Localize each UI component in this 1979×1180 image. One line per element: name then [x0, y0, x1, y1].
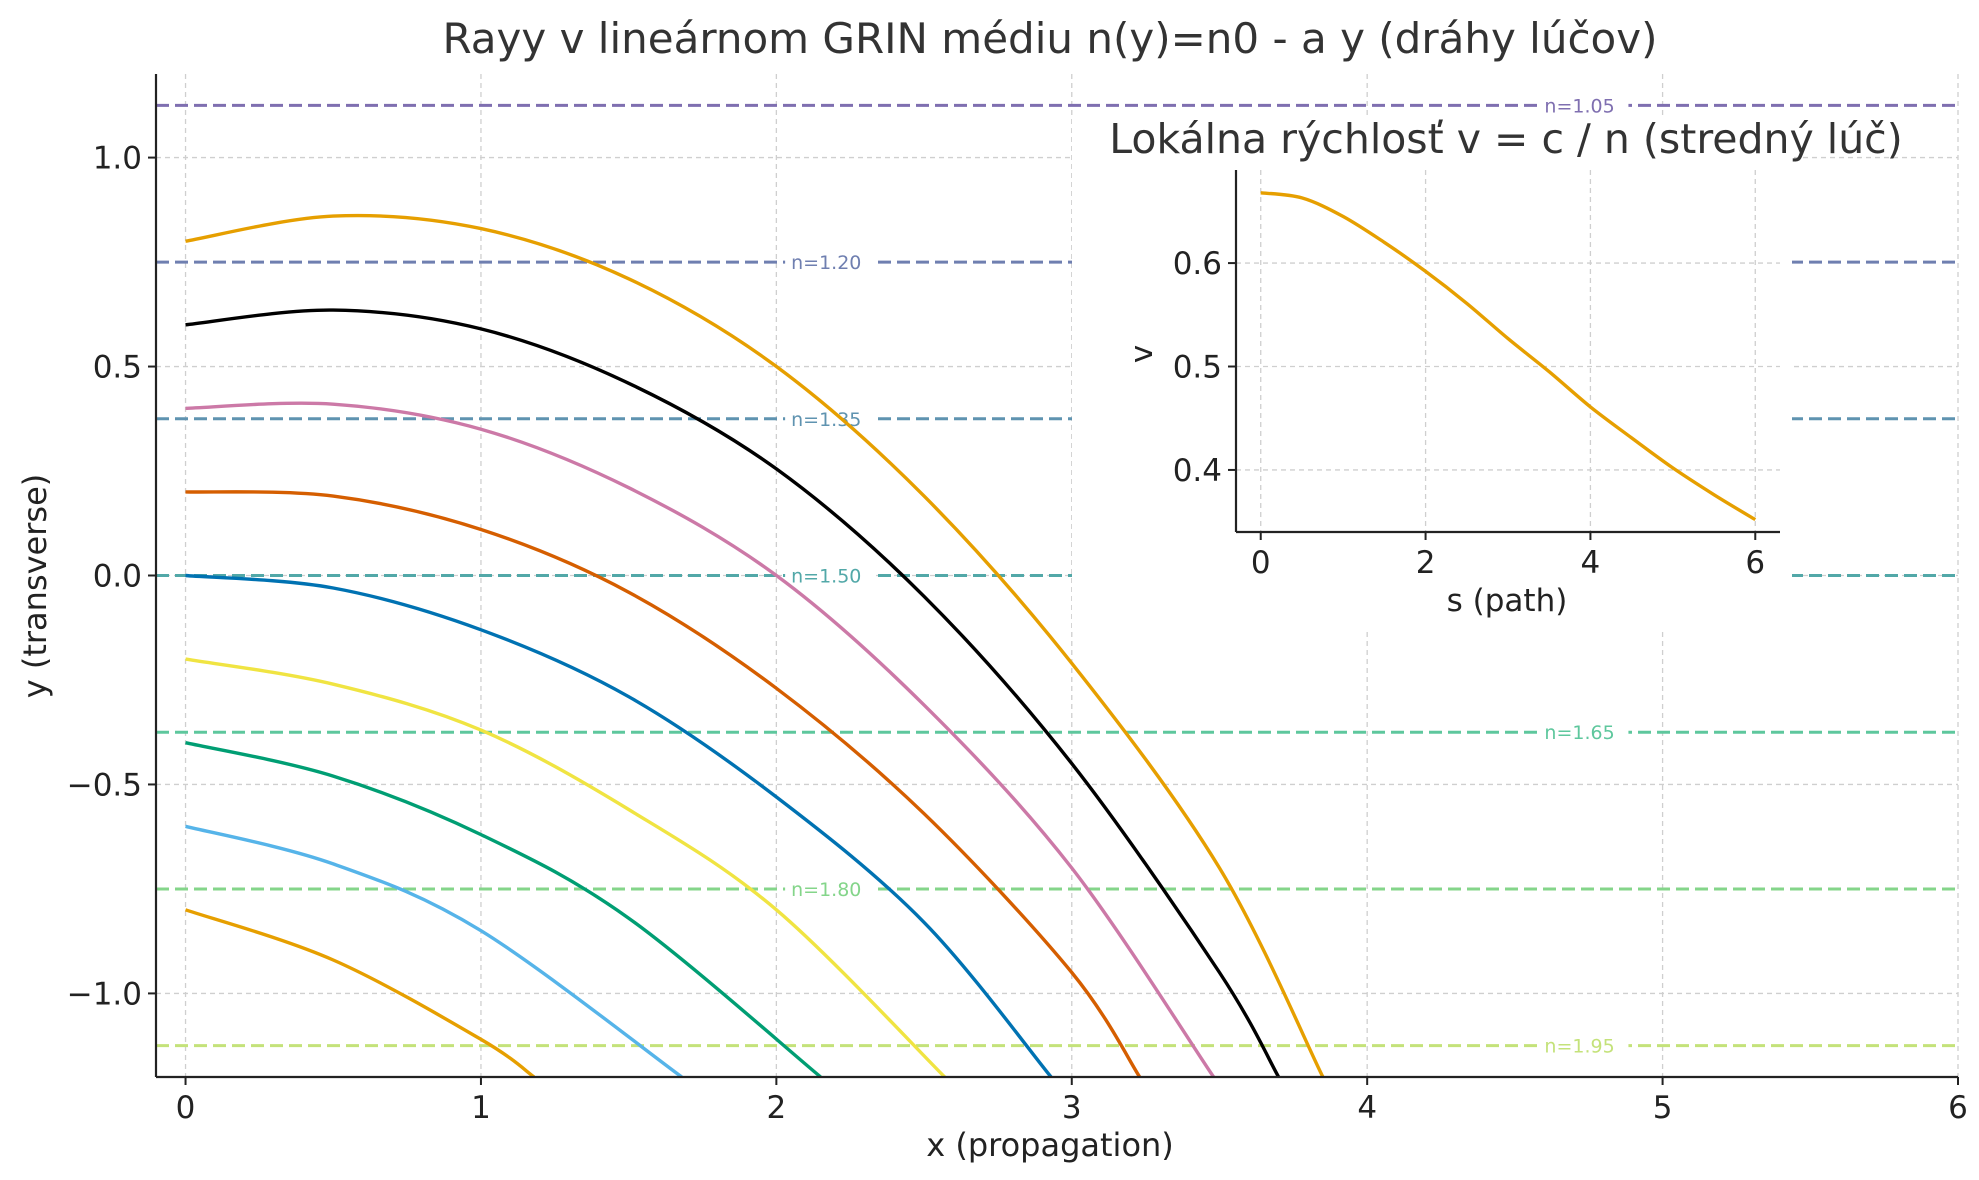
y-tick-label: 0.5: [1173, 350, 1222, 386]
y-tick-label: 0.0: [93, 559, 142, 595]
inset-plot-area: 0 2 4 6 0.6 0.5 0.4: [1173, 170, 1780, 581]
index-line-label: n=1.65: [1544, 722, 1614, 744]
index-label-bg: [1538, 1034, 1629, 1057]
x-tick-label: 0: [1251, 545, 1271, 581]
x-tick-label: 4: [1581, 545, 1601, 581]
x-tick-label: 3: [1062, 1090, 1082, 1126]
index-line-label: n=1.50: [791, 566, 861, 588]
x-tick-label: 4: [1357, 1090, 1377, 1126]
x-tick-label: 5: [1653, 1090, 1673, 1126]
index-line-label: n=1.35: [791, 409, 861, 431]
series-line: [185, 490, 1142, 1077]
index-label-bg: [785, 564, 876, 587]
x-tick-label: 1: [471, 1090, 491, 1126]
series-line: [1260, 191, 1757, 522]
index-line-label: n=1.05: [1544, 95, 1614, 117]
series-line: [185, 573, 1053, 1077]
index-line-label: n=1.20: [791, 252, 861, 274]
index-line-label: n=1.95: [1544, 1036, 1614, 1058]
y-tick-label: 1.0: [93, 141, 142, 177]
y-tick-label: 0.6: [1173, 246, 1222, 282]
index-label-bg: [785, 877, 876, 900]
main-chart-title: Rayy v lineárnom GRIN médiu n(y)=n0 - a …: [443, 14, 1658, 63]
index-label-bg: [785, 251, 876, 274]
series-line: [185, 213, 1325, 1077]
series-line: [185, 824, 683, 1077]
series-line: [185, 308, 1281, 1077]
y-tick-label: −0.5: [67, 768, 142, 804]
x-tick-label: 2: [1416, 545, 1436, 581]
x-tick-label: 6: [1948, 1090, 1968, 1126]
x-tick-label: 0: [176, 1090, 196, 1126]
inset-chart-title: Lokálna rýchlosť v = c / n (stredný lúč): [1109, 115, 1902, 163]
main-x-axis-label: x (propagation): [926, 1126, 1174, 1164]
y-tick-label: 0.5: [93, 350, 142, 386]
x-tick-label: 6: [1745, 545, 1765, 581]
inset-background: [1072, 115, 1792, 630]
main-plot-area: n=1.05 n=1.20 n=1.35 n=1.50 n=1.65 n=1.80 n=1.…: [67, 74, 1968, 1126]
series-line: [184, 908, 536, 1077]
x-tick-label: 2: [766, 1090, 786, 1126]
main-y-axis-label: y (transverse): [16, 474, 54, 698]
y-tick-label: 0.4: [1173, 453, 1222, 489]
series-line: [185, 741, 822, 1077]
series-line: [185, 401, 1216, 1077]
series-line: [185, 657, 946, 1077]
index-label-bg: [785, 407, 876, 430]
index-line-label: n=1.80: [791, 879, 861, 901]
inset-y-axis-label: v: [1124, 345, 1160, 363]
inset-x-axis-label: s (path): [1447, 583, 1568, 619]
y-tick-label: −1.0: [67, 977, 142, 1013]
index-label-bg: [1538, 94, 1629, 117]
index-label-bg: [1538, 721, 1629, 744]
